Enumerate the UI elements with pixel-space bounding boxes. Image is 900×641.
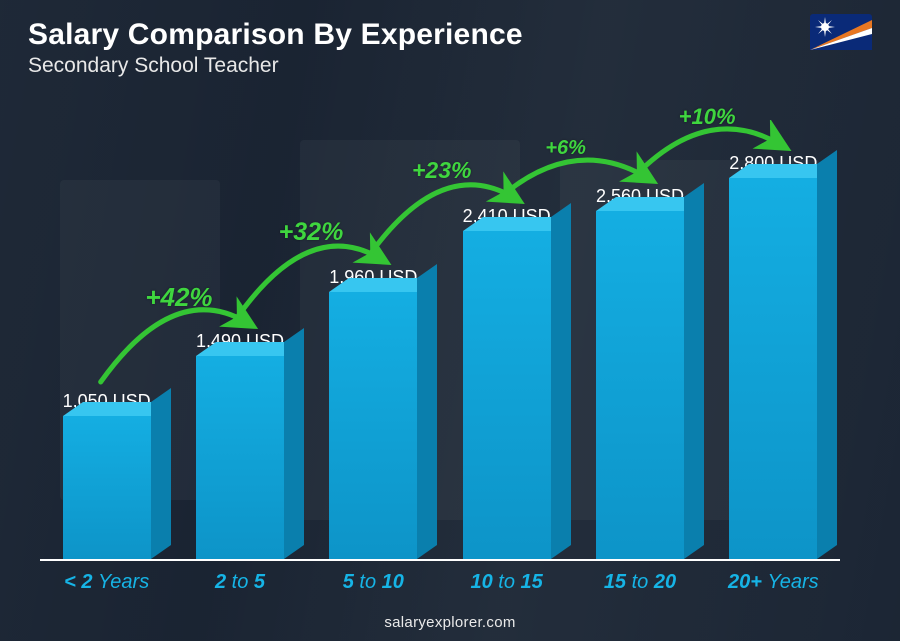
- bar-slot: 2,560 USD: [573, 186, 706, 559]
- bar-slot: 1,050 USD: [40, 391, 173, 559]
- header: Salary Comparison By Experience Secondar…: [28, 18, 523, 78]
- x-axis-label: 5 to 10: [307, 571, 440, 594]
- x-axis-label: 20+ Years: [707, 571, 840, 594]
- bar: [463, 231, 551, 559]
- x-axis-label: 15 to 20: [573, 571, 706, 594]
- bar: [729, 178, 817, 559]
- flag-icon: [810, 14, 872, 55]
- chart-title: Salary Comparison By Experience: [28, 18, 523, 52]
- x-axis-label: < 2 Years: [40, 571, 173, 594]
- bar: [63, 416, 151, 559]
- bar: [329, 292, 417, 559]
- footer-credit: salaryexplorer.com: [0, 614, 900, 631]
- chart-subtitle: Secondary School Teacher: [28, 54, 523, 78]
- bar-slot: 1,960 USD: [307, 267, 440, 559]
- x-axis-label: 2 to 5: [173, 571, 306, 594]
- bar-slot: 1,490 USD: [173, 331, 306, 559]
- bar-slot: 2,800 USD: [707, 153, 840, 559]
- salary-chart: 1,050 USD1,490 USD1,960 USD2,410 USD2,56…: [40, 120, 840, 561]
- bar: [196, 356, 284, 559]
- bar-slot: 2,410 USD: [440, 206, 573, 559]
- bar: [596, 211, 684, 559]
- x-axis-label: 10 to 15: [440, 571, 573, 594]
